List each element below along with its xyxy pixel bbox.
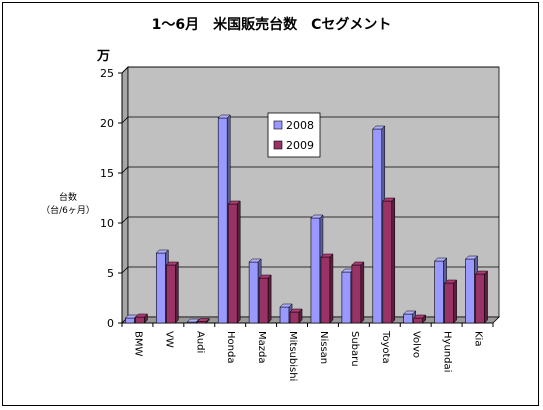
bar-side [206,317,210,324]
bar-2009-bmw [135,316,145,324]
x-tick-label: Subaru [349,331,360,367]
bar-2009-honda [227,203,238,324]
x-tick-label: Nissan [318,331,329,364]
bar-side [298,308,303,324]
bar-side [391,197,396,324]
y-unit-label: 万 [97,49,111,64]
x-tick-label: Mazda [256,331,267,363]
y-axis-label: 台数 [58,193,77,203]
bar-side [422,314,426,324]
bar-2009-mazda [258,277,269,324]
gridline-side [121,66,129,74]
x-tick-label: Honda [225,331,236,363]
bar-2008-mitsubishi [279,306,290,324]
legend-swatch-2009 [273,140,283,150]
bar-2008-hyundai [434,260,444,324]
bar-2009-kia [475,273,485,324]
gridline-side [121,116,129,124]
plot-side-wall [121,66,129,324]
bar-2008-subaru [341,271,352,324]
y-tick-label: 0 [107,317,114,330]
bar-2009-vw [166,264,176,324]
bar-side [175,261,179,324]
y-tick-label: 20 [100,117,114,130]
x-tick-label: Hyundai [442,331,453,372]
bar-side [484,270,488,324]
bar-2009-toyota [382,200,393,324]
bar-2009-mitsubishi [289,311,300,324]
x-tick-label: Toyota [380,330,391,364]
bar-2008-volvo [403,313,414,324]
bar-side [267,274,272,324]
bar-2008-nissan [310,217,321,324]
legend-label-2009: 2009 [286,139,314,152]
bar-side [144,313,148,324]
legend-label-2008: 2008 [286,119,314,132]
y-tick-label: 25 [100,67,114,80]
gridline-side [121,166,129,174]
bar-2008-kia [465,258,475,324]
y-tick-label: 10 [100,217,114,230]
gridline-side [121,266,129,274]
y-tick-label: 15 [100,167,114,180]
y-tick-label: 5 [107,267,114,280]
bar-side [453,279,457,324]
bar-side [329,253,334,324]
x-tick-label: BMW [132,331,143,356]
bar-2008-bmw [125,317,135,324]
x-tick-label: Volvo [411,331,422,358]
x-tick-label: Audi [194,331,205,353]
x-tick-label: VW [163,331,174,348]
x-tick-label: Kia [473,331,484,346]
bar-2009-volvo [413,317,424,324]
bar-side [360,261,365,324]
chart-title: 1～6月 米国販売台数 Cセグメント [151,17,392,33]
bar-2008-mazda [248,261,259,324]
bar-2008-vw [156,252,166,324]
gridline-side [121,216,129,224]
bar-2009-subaru [351,264,362,324]
bar-2008-honda [217,117,228,324]
y-axis-label-unit: （台/6ヶ月） [41,206,95,216]
legend-swatch-2008 [273,120,283,130]
bar-2008-toyota [372,128,383,324]
x-tick-label: Mitsubishi [287,331,298,381]
bar-2009-hyundai [444,282,454,324]
bar-2009-nissan [320,256,331,324]
legend [267,112,321,158]
bar-side [236,200,241,324]
